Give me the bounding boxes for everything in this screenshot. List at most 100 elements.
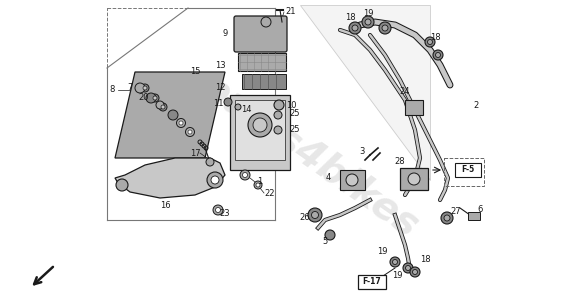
Circle shape <box>153 96 157 100</box>
Text: 22: 22 <box>265 189 275 198</box>
Text: 26: 26 <box>300 213 310 223</box>
Text: 21: 21 <box>286 7 296 16</box>
Text: 25: 25 <box>290 125 301 134</box>
Circle shape <box>177 119 185 128</box>
Circle shape <box>168 110 178 120</box>
Circle shape <box>156 101 164 109</box>
Text: 15: 15 <box>190 68 200 77</box>
Circle shape <box>261 17 271 27</box>
Bar <box>238 53 286 71</box>
Polygon shape <box>115 158 225 198</box>
Circle shape <box>441 212 453 224</box>
Text: 18: 18 <box>430 33 440 43</box>
Circle shape <box>116 179 128 191</box>
Circle shape <box>425 37 435 47</box>
Circle shape <box>235 104 241 110</box>
Circle shape <box>405 266 411 271</box>
Text: 18: 18 <box>420 255 430 265</box>
Circle shape <box>188 130 192 134</box>
Text: 19: 19 <box>363 10 373 18</box>
Circle shape <box>179 121 183 125</box>
Circle shape <box>274 100 284 110</box>
Circle shape <box>151 94 159 102</box>
Text: F-5: F-5 <box>461 165 475 175</box>
Bar <box>400 168 428 190</box>
Text: 13: 13 <box>215 60 225 69</box>
Text: 1: 1 <box>258 178 263 187</box>
Bar <box>107 8 275 220</box>
Bar <box>242 74 286 89</box>
Circle shape <box>274 111 282 119</box>
Circle shape <box>274 126 282 134</box>
Text: 10: 10 <box>286 100 296 109</box>
Text: 4: 4 <box>325 173 331 182</box>
Circle shape <box>433 50 443 60</box>
Circle shape <box>325 230 335 240</box>
Circle shape <box>143 86 147 90</box>
Circle shape <box>161 105 165 109</box>
Circle shape <box>206 158 214 166</box>
Circle shape <box>393 260 398 265</box>
Text: 12: 12 <box>215 83 225 92</box>
Circle shape <box>240 170 250 180</box>
Text: 3: 3 <box>360 148 365 156</box>
Circle shape <box>412 269 417 274</box>
Text: 8: 8 <box>109 86 115 94</box>
Circle shape <box>215 207 221 212</box>
Circle shape <box>254 181 262 189</box>
Circle shape <box>308 208 322 222</box>
Circle shape <box>146 93 156 103</box>
Text: 20: 20 <box>139 94 149 103</box>
Circle shape <box>435 52 441 58</box>
Text: 17: 17 <box>190 148 200 158</box>
Text: 28: 28 <box>395 158 405 167</box>
Bar <box>358 275 386 289</box>
FancyBboxPatch shape <box>234 16 287 52</box>
Text: 23: 23 <box>219 209 230 218</box>
Bar <box>455 163 481 177</box>
Bar <box>405 100 423 115</box>
Circle shape <box>365 19 371 25</box>
Bar <box>340 170 365 190</box>
Polygon shape <box>300 5 430 180</box>
Circle shape <box>444 215 450 221</box>
Circle shape <box>159 103 167 111</box>
Polygon shape <box>115 72 225 158</box>
Circle shape <box>346 174 358 186</box>
Circle shape <box>185 128 195 136</box>
Text: 11: 11 <box>212 99 223 108</box>
Circle shape <box>135 83 145 93</box>
Text: parts4bikes: parts4bikes <box>194 66 426 244</box>
Circle shape <box>253 118 267 132</box>
Circle shape <box>410 267 420 277</box>
Text: 5: 5 <box>323 238 328 246</box>
Text: 27: 27 <box>450 207 461 217</box>
Circle shape <box>207 172 223 188</box>
Circle shape <box>224 98 232 106</box>
Text: 9: 9 <box>222 30 228 38</box>
Bar <box>468 212 480 220</box>
Circle shape <box>141 84 149 92</box>
Text: 25: 25 <box>290 108 301 117</box>
Circle shape <box>243 173 247 178</box>
Circle shape <box>390 257 400 267</box>
Bar <box>444 158 484 186</box>
Text: 6: 6 <box>477 206 483 215</box>
Text: 2: 2 <box>474 100 479 109</box>
Text: 14: 14 <box>241 105 251 114</box>
Text: 7: 7 <box>127 83 133 92</box>
Text: 24: 24 <box>400 88 411 97</box>
Circle shape <box>256 183 260 187</box>
Circle shape <box>349 22 361 34</box>
Text: F-17: F-17 <box>362 277 382 286</box>
Circle shape <box>312 212 318 218</box>
Circle shape <box>382 25 388 31</box>
Text: 16: 16 <box>160 201 170 209</box>
Bar <box>235 100 285 160</box>
Circle shape <box>408 173 420 185</box>
Text: 18: 18 <box>345 13 356 23</box>
Circle shape <box>379 22 391 34</box>
Text: 19: 19 <box>377 248 387 257</box>
Circle shape <box>211 176 219 184</box>
Bar <box>230 95 290 170</box>
